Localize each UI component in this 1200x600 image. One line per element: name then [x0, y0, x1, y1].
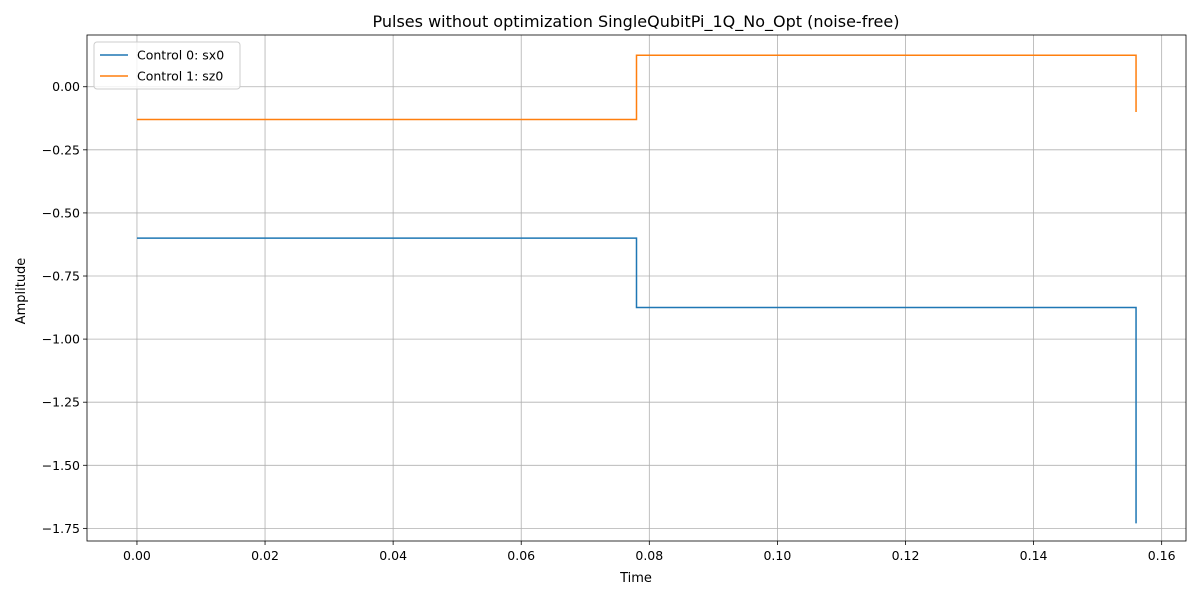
y-tick-label: 0.00	[52, 79, 80, 94]
legend-box	[93, 41, 241, 90]
x-tick-label: 0.04	[379, 548, 407, 563]
y-tick-label: −1.75	[42, 521, 80, 536]
y-tick-label: −0.75	[42, 269, 80, 284]
legend-label-control-1: Control 1: sz0	[137, 69, 223, 84]
y-axis-label: Amplitude	[14, 258, 29, 325]
y-tick-label: −0.50	[42, 205, 80, 220]
series-line-control-1	[136, 54, 1137, 121]
x-tick-label: 0.06	[507, 548, 535, 563]
y-tick-label: −1.50	[42, 458, 80, 473]
legend: Control 0: sx0 Control 1: sz0	[93, 41, 241, 90]
series-lines	[136, 54, 1137, 524]
plot-frame	[86, 34, 1187, 542]
x-tick-label: 0.10	[763, 548, 791, 563]
y-tick-label: −1.00	[42, 332, 80, 347]
legend-label-control-0: Control 0: sx0	[137, 48, 224, 63]
x-tick-label: 0.16	[1148, 548, 1176, 563]
series-line-control-0	[136, 237, 1137, 524]
x-tick-label: 0.00	[123, 548, 151, 563]
chart-title: Pulses without optimization SingleQubitP…	[373, 12, 900, 32]
y-tick-label: −1.25	[42, 395, 80, 410]
x-tick-label: 0.08	[635, 548, 663, 563]
x-tick-label: 0.14	[1020, 548, 1048, 563]
x-tick-label: 0.12	[892, 548, 920, 563]
y-tick-label: −0.25	[42, 142, 80, 157]
x-axis-label: Time	[619, 571, 652, 586]
x-tick-label: 0.02	[251, 548, 279, 563]
ticks: 0.00 0.02 0.04 0.06 0.08 0.10 0.12 0.14 0.16 0.00…	[42, 79, 1176, 563]
